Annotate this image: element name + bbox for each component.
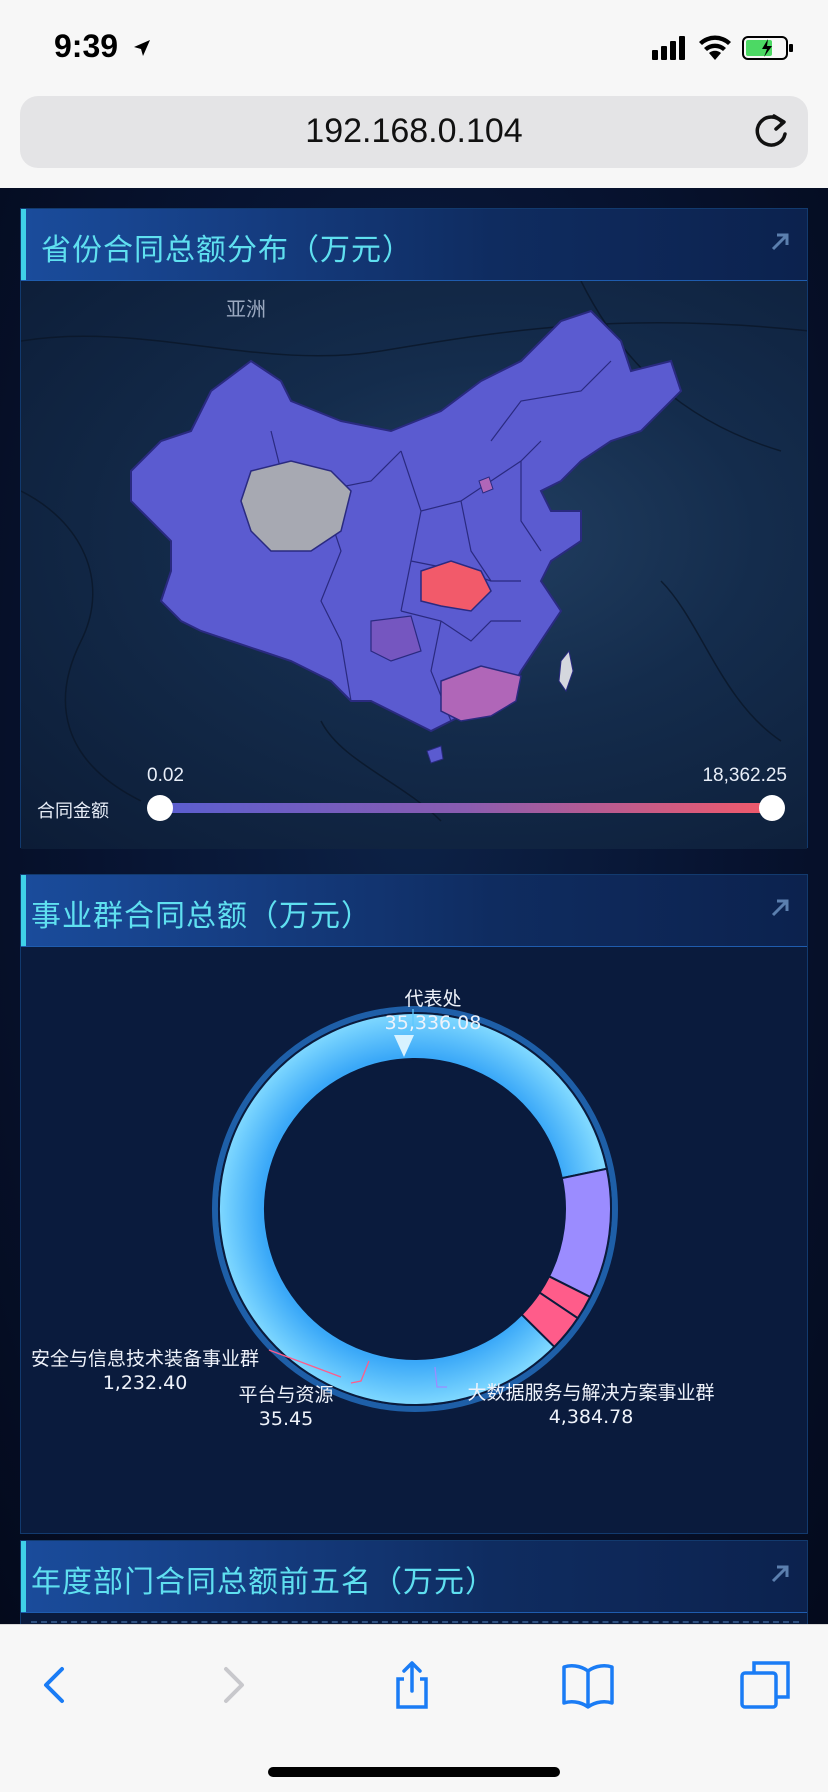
forward-icon[interactable] [206, 1659, 258, 1711]
china-mainland-shape [130, 309, 683, 733]
donut-svg [212, 1006, 618, 1412]
ring-pointer [394, 1035, 414, 1057]
url-field[interactable]: 192.168.0.104 [20, 96, 808, 168]
home-indicator [268, 1767, 560, 1777]
browser-toolbar [0, 1624, 828, 1792]
label-pingtai-name: 平台与资源 [238, 1384, 334, 1406]
status-bar: 9:39 [0, 0, 828, 92]
business-group-panel: 事业群合同总额（万元） [20, 874, 808, 1534]
legend-label: 合同金额 [37, 801, 109, 822]
slice-anquan [520, 1291, 580, 1349]
legend-max-handle[interactable] [759, 795, 785, 821]
share-icon[interactable] [386, 1659, 438, 1711]
label-dashuju: 大数据服务与解决方案事业群 4,384.78 [441, 1381, 741, 1429]
location-arrow-icon [134, 40, 150, 56]
panel-title: 事业群合同总额（万元） [31, 899, 372, 934]
panel-title: 年度部门合同总额前五名（万元） [31, 1565, 496, 1600]
back-icon[interactable] [30, 1659, 82, 1711]
wifi-icon [699, 35, 731, 60]
leader-line-pingtai [350, 1360, 370, 1384]
label-daibiaochu: 代表处 35,336.08 [363, 987, 503, 1035]
battery-charging-icon [742, 36, 793, 60]
panel-header: 事业群合同总额（万元） [21, 875, 807, 947]
status-time: 9:39 [54, 28, 119, 64]
asia-label: 亚洲 [226, 297, 266, 321]
hubei-region [420, 560, 492, 612]
cellular-signal-icon [652, 36, 685, 60]
donut-outer-glow [212, 1006, 618, 1412]
label-dashuju-name: 大数据服务与解决方案事业群 [467, 1382, 715, 1404]
label-daibiaochu-value: 35,336.08 [384, 1012, 482, 1034]
leader-line-anquan [268, 1349, 342, 1378]
legend-min-value: 0.02 [147, 765, 184, 786]
panel-header: 年度部门合同总额前五名（万元） [21, 1541, 807, 1613]
legend-min-handle[interactable] [147, 795, 173, 821]
leader-line-daibiaochu [402, 1009, 414, 1032]
legend-gradient-bar [159, 803, 771, 813]
label-daibiaochu-name: 代表处 [404, 988, 462, 1010]
expand-icon[interactable] [769, 897, 791, 919]
reload-icon[interactable] [752, 112, 790, 152]
label-dashuju-value: 4,384.78 [548, 1406, 634, 1428]
top5-panel: 年度部门合同总额前五名（万元） [20, 1540, 808, 1624]
province-map-panel: 省份合同总额分布（万元） [20, 208, 808, 849]
label-pingtai: 平台与资源 35.45 [221, 1383, 351, 1431]
label-pingtai-value: 35.45 [258, 1408, 314, 1430]
label-anquan-name: 安全与信息技术装备事业群 [30, 1348, 259, 1370]
taiwan-region [558, 649, 574, 693]
panel-title: 省份合同总额分布（万元） [41, 233, 413, 268]
bookmarks-icon[interactable] [562, 1659, 614, 1711]
url-text[interactable]: 192.168.0.104 [305, 112, 523, 150]
beijing-region [478, 476, 494, 494]
guangdong-region [440, 665, 522, 722]
legend-max-value: 18,362.25 [702, 765, 787, 786]
label-anquan: 安全与信息技术装备事业群 1,232.40 [25, 1347, 265, 1395]
tabs-icon[interactable] [740, 1659, 792, 1711]
hainan-region [426, 745, 444, 764]
leader-line-dashuju [434, 1366, 447, 1388]
china-map[interactable]: 亚洲 0.02 18,362.25 合同金额 [21, 281, 807, 849]
qinghai-region [240, 460, 352, 552]
slice-daibiaochu [218, 1012, 609, 1406]
label-anquan-value: 1,232.40 [102, 1372, 188, 1394]
dashboard-page: 省份合同总额分布（万元） [0, 188, 828, 1624]
panel-header: 省份合同总额分布（万元） [21, 209, 807, 281]
chart-gridline [31, 1621, 799, 1623]
map-svg: 亚洲 [21, 281, 807, 822]
browser-url-area: 192.168.0.104 [0, 92, 828, 188]
donut-chart[interactable]: 代表处 35,336.08 安全与信息技术装备事业群 1,232.40 平台与资… [21, 947, 807, 1535]
expand-icon[interactable] [769, 1563, 791, 1585]
expand-icon[interactable] [769, 231, 791, 253]
